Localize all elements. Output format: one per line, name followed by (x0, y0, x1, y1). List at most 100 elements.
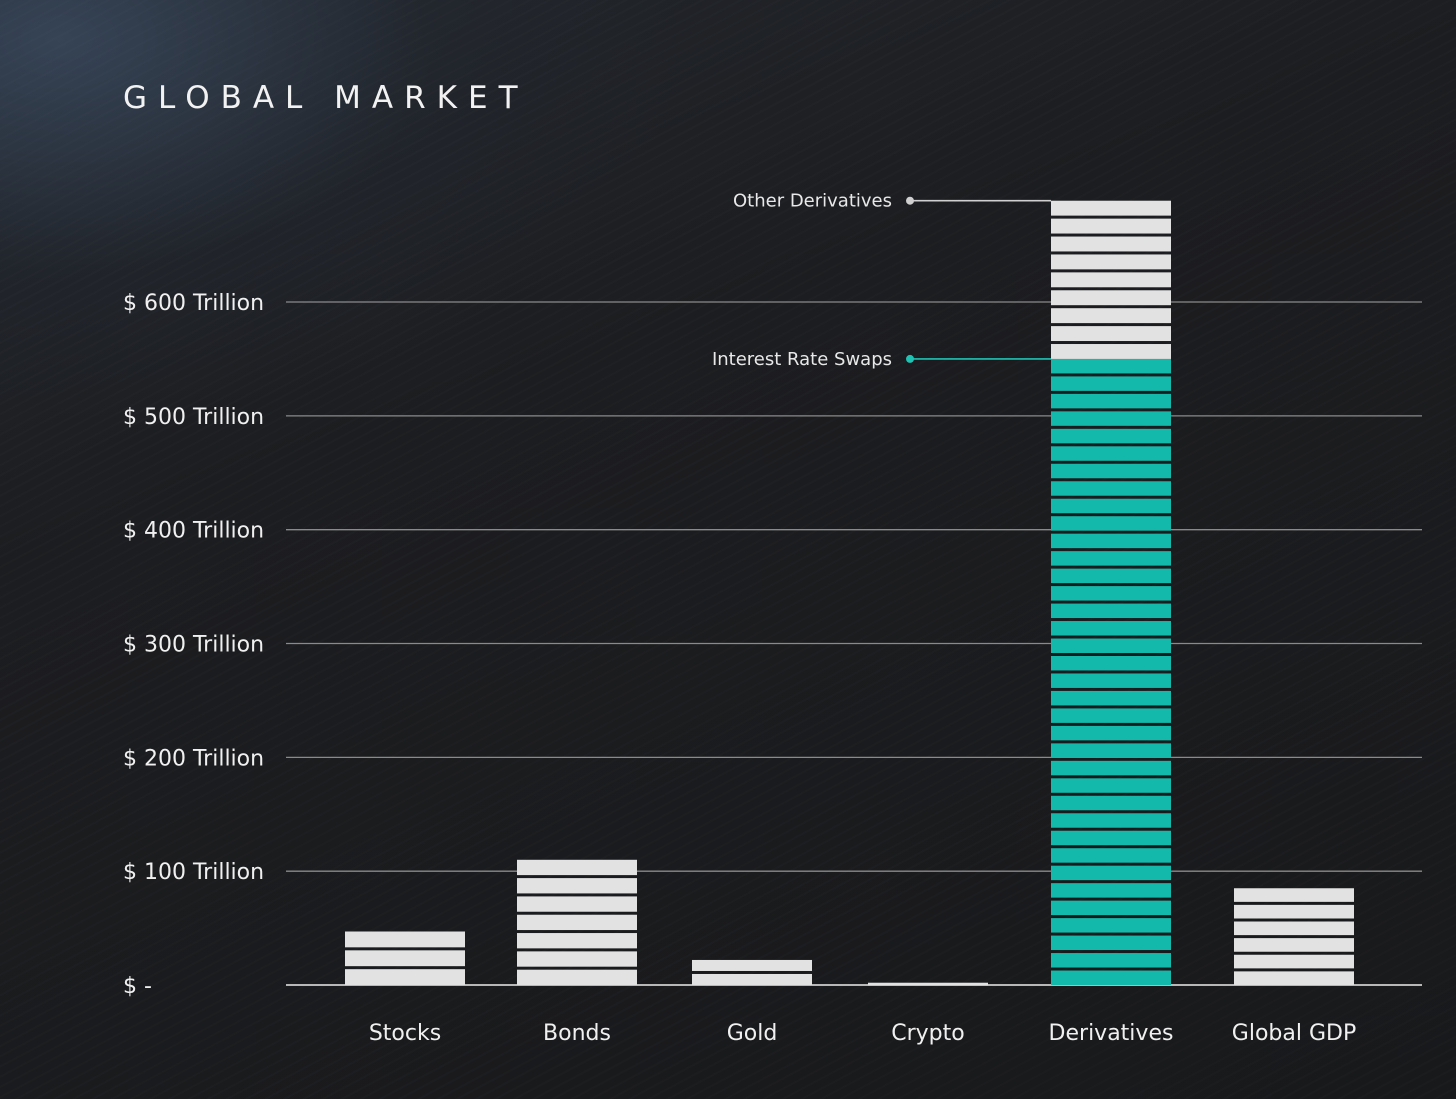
bar-stripe (517, 969, 637, 985)
bar-stripe (1234, 938, 1354, 952)
bar-stripe (1051, 883, 1171, 898)
bar-stripe (1051, 953, 1171, 968)
bar-segment (868, 982, 988, 986)
bar-global-gdp (1234, 888, 1354, 985)
annotation-other-derivatives: Other Derivatives (733, 191, 1051, 212)
bar-stripe (1051, 344, 1171, 359)
bar-stripe (1234, 971, 1354, 985)
y-tick-label: $ 500 Trillion (123, 405, 264, 430)
annotations: Other Derivatives Interest Rate Swaps (712, 191, 1051, 370)
annotation-dot (906, 196, 914, 205)
y-tick-label: $ 400 Trillion (123, 519, 264, 544)
gridlines (286, 301, 1422, 986)
bar-stripe (1051, 481, 1171, 496)
bar-stripe (1051, 830, 1171, 846)
bar-stripe (1234, 954, 1354, 969)
bar-bonds (517, 859, 637, 985)
bar-stripe (1051, 586, 1171, 601)
bar-stripe (517, 878, 637, 894)
bar-stripe (1051, 308, 1171, 324)
bar-stripe (1051, 498, 1171, 514)
x-tick-label: Stocks (369, 1021, 441, 1046)
x-tick-label: Gold (727, 1021, 778, 1046)
y-tick-label: $ 600 Trillion (123, 291, 264, 316)
bar-derivatives (1051, 200, 1171, 985)
bar-stripe (517, 951, 637, 967)
bar-stripe (1051, 760, 1171, 776)
y-tick-label: $ - (123, 974, 152, 999)
bar-stripe (1051, 428, 1171, 444)
bar-stripe (517, 859, 637, 876)
bar-stripe (868, 982, 988, 986)
bar-stripe (1051, 411, 1171, 426)
bar-stripe (1051, 358, 1171, 374)
bar-stripe (1051, 326, 1171, 342)
bar-stripe (345, 931, 465, 948)
bar-stripe (1051, 533, 1171, 549)
bar-stripe (1051, 200, 1171, 216)
bar-stripe (1051, 778, 1171, 793)
bar-stripe (1051, 848, 1171, 863)
bar-stripe (1051, 638, 1171, 653)
annotation-label: Interest Rate Swaps (712, 349, 892, 370)
bar-stripe (1051, 568, 1171, 584)
x-tick-label: Derivatives (1049, 1021, 1174, 1046)
bar-stripe (517, 914, 637, 931)
bar-stripe (692, 959, 812, 971)
bar-stripe (1234, 904, 1354, 919)
bar-stripe (1051, 970, 1171, 985)
bar-segment-interest-rate-swaps (1051, 358, 1171, 985)
bar-stripe (1234, 921, 1354, 936)
bar-stripe (1051, 865, 1171, 881)
bar-stripe (1051, 254, 1171, 270)
annotation-dot (906, 354, 914, 363)
bar-stripe (1051, 743, 1171, 758)
bar-gold (692, 959, 812, 985)
bar-stripe (1051, 218, 1171, 234)
bar-segment (692, 959, 812, 985)
bar-stripe (1051, 673, 1171, 688)
bar-stripe (345, 950, 465, 967)
bar-stripe (1051, 725, 1171, 741)
bar-stripe (1051, 272, 1171, 288)
bar-stripe (1051, 516, 1171, 531)
annotation-interest-rate-swaps: Interest Rate Swaps (712, 349, 1051, 370)
bar-stripe (1051, 236, 1171, 252)
x-tick-label: Crypto (891, 1021, 964, 1046)
bar-stripe (1051, 690, 1171, 706)
bar-stripe (1051, 655, 1171, 671)
bar-stripe (1051, 290, 1171, 306)
bar-stripe (1051, 935, 1171, 951)
bar-stripe (1051, 446, 1171, 461)
bar-stripe (1051, 603, 1171, 619)
bar-stripe (1051, 393, 1171, 409)
y-tick-label: $ 300 Trillion (123, 633, 264, 658)
y-axis-tick-labels: $ - $ 100 Trillion $ 200 Trillion $ 300 Tri… (123, 291, 264, 999)
bar-stripe (345, 969, 465, 985)
chart-title: GLOBAL MARKET (123, 80, 529, 116)
bar-segment-other-derivatives (1051, 200, 1171, 359)
x-axis-tick-labels: Stocks Bonds Gold Crypto Derivatives Global G… (369, 1021, 1356, 1046)
bar-stripe (692, 973, 812, 985)
bar-stripe (1051, 551, 1171, 566)
x-tick-label: Bonds (543, 1021, 611, 1046)
bar-stripe (1051, 918, 1171, 933)
bar-stripe (1051, 376, 1171, 391)
y-tick-label: $ 100 Trillion (123, 860, 264, 885)
bar-stripe (517, 896, 637, 912)
x-tick-label: Global GDP (1232, 1021, 1356, 1046)
bar-segment (1234, 888, 1354, 985)
y-tick-label: $ 200 Trillion (123, 746, 264, 771)
bar-stripe (1051, 463, 1171, 479)
bar-stripe (1051, 621, 1171, 636)
bar-stripe (1234, 888, 1354, 902)
bar-segment (517, 859, 637, 985)
bar-stripe (517, 933, 637, 949)
bar-segment (345, 931, 465, 985)
bar-stripe (1051, 813, 1171, 828)
bars (345, 200, 1354, 986)
bar-stripe (1051, 708, 1171, 723)
bar-stripe (1051, 795, 1171, 811)
